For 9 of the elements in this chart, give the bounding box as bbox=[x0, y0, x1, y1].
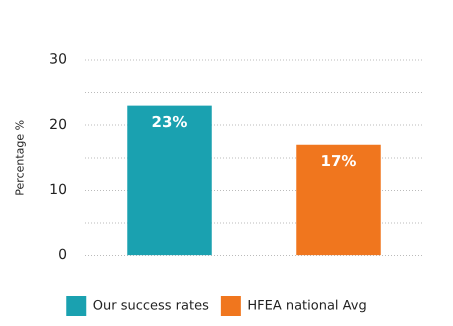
legend-label: Our success rates bbox=[92, 298, 210, 314]
y-axis-title: Percentage % bbox=[13, 120, 26, 196]
legend-label: HFEA national Avg bbox=[247, 298, 367, 314]
data-label: 23% bbox=[152, 113, 188, 132]
y-tick-label: 20 bbox=[49, 116, 68, 133]
y-tick-label: 0 bbox=[58, 247, 68, 264]
y-tick-label: 30 bbox=[49, 52, 68, 68]
data-label: 17% bbox=[320, 152, 356, 170]
y-tick-label: 10 bbox=[49, 182, 68, 198]
